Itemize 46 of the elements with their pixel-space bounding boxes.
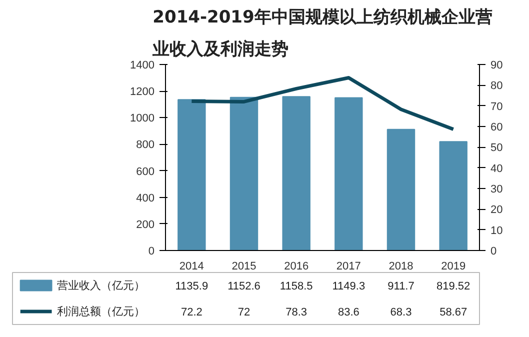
- x-tick-label: 2018: [388, 260, 414, 272]
- y2-tick-label: 80: [490, 80, 503, 92]
- y2-tick-label: 10: [490, 224, 503, 237]
- y2-tick-label: 20: [490, 204, 503, 216]
- x-tick-label: 2019: [441, 260, 466, 272]
- y2-tick-label: 30: [490, 184, 503, 196]
- data-label: 78.3: [286, 306, 308, 318]
- bar: [282, 96, 310, 250]
- bar: [386, 128, 416, 250]
- y-tick-label: 0: [148, 246, 155, 258]
- data-label: 68.3: [390, 306, 412, 318]
- y-tick-label: 800: [136, 139, 155, 152]
- bar: [178, 99, 206, 250]
- data-label: 1152.6: [228, 280, 260, 292]
- y-tick-label: 200: [136, 218, 155, 231]
- bar: [230, 96, 258, 250]
- y2-tick-label: 50: [490, 142, 503, 154]
- y-tick-label: 1200: [130, 86, 155, 98]
- data-label: 1158.5: [280, 280, 313, 292]
- data-label: 58.67: [440, 306, 468, 318]
- line-series: [190, 76, 456, 131]
- y2-tick-label: 60: [490, 122, 503, 134]
- y-tick-label: 1000: [130, 112, 155, 125]
- data-label: 83.6: [338, 306, 360, 318]
- x-tick-label: 2017: [336, 260, 361, 272]
- y2-tick-label: 70: [490, 100, 503, 113]
- y2-tick-label: 0: [490, 246, 497, 258]
- bar: [439, 141, 468, 250]
- data-label: 911.7: [388, 280, 414, 292]
- data-label: 72: [238, 306, 250, 318]
- y2-tick-label: 90: [490, 60, 503, 72]
- y2-tick-label: 40: [490, 162, 503, 175]
- data-label: 1135.9: [175, 280, 208, 292]
- legend-label: 营业收入（亿元）: [56, 279, 145, 292]
- x-tick-label: 2015: [232, 260, 256, 272]
- legend-label: 利润总额（亿元）: [56, 305, 145, 318]
- x-tick-label: 2016: [284, 260, 309, 272]
- y-tick-label: 1400: [130, 60, 155, 72]
- bar: [334, 97, 363, 250]
- x-tick-label: 2014: [179, 260, 204, 272]
- data-label: 819.52: [436, 280, 470, 292]
- chart-title: 2014-2019年中国规模以上纺织机械企业营业收入及利润走势: [152, 8, 492, 60]
- y-tick-label: 400: [136, 192, 155, 204]
- y-tick-label: 600: [136, 166, 155, 178]
- data-label: 72.2: [180, 306, 202, 318]
- data-label: 1149.3: [332, 280, 366, 292]
